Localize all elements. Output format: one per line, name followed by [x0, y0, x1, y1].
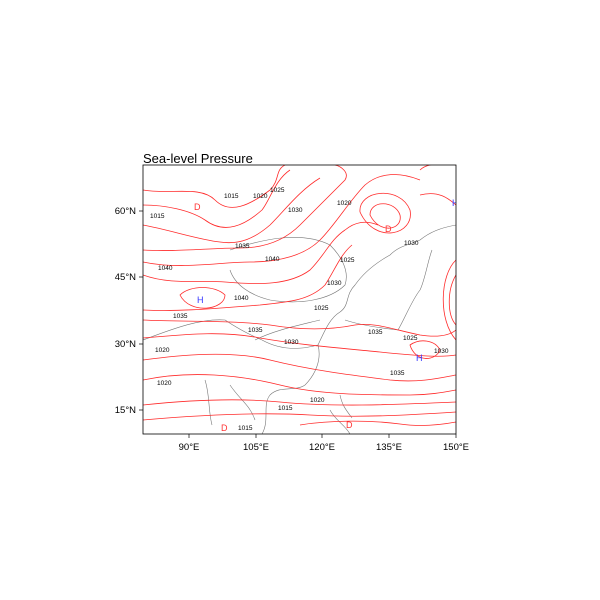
x-tick-label: 105°E	[243, 442, 269, 453]
contour-label: 1030	[284, 339, 299, 346]
y-tick-label: 45°N	[115, 272, 136, 283]
contour-label: 1030	[404, 240, 419, 247]
contour-label: 1030	[434, 348, 449, 355]
contour-labels: 1015 1015 1020 1025 1030 1020 1035 1040 …	[150, 187, 449, 432]
contour-label: 1035	[248, 327, 263, 334]
contour-label: 1015	[238, 425, 253, 432]
contour-label: 1035	[173, 313, 188, 320]
contour-label: 1020	[310, 397, 325, 404]
pressure-centers: H H H D D D D	[194, 198, 459, 433]
high-pressure-center: H	[416, 353, 423, 363]
contour-label: 1015	[224, 193, 239, 200]
low-pressure-center: D	[346, 420, 353, 430]
contour-label: 1025	[403, 335, 418, 342]
contour-label: 1040	[234, 295, 249, 302]
coastlines	[143, 224, 456, 434]
contour-label: 1015	[278, 405, 293, 412]
high-pressure-center: H	[452, 198, 459, 208]
contour-label: 1035	[390, 370, 405, 377]
map-frame	[142, 164, 457, 435]
low-pressure-center: D	[221, 423, 228, 433]
low-pressure-center: D	[194, 202, 201, 212]
contour-label: 1030	[288, 207, 303, 214]
high-pressure-center: H	[197, 295, 204, 305]
x-tick-label: 120°E	[309, 442, 335, 453]
y-tick-label: 15°N	[115, 405, 136, 416]
contours: 1015 1015 1020 1025 1030 1020 1035 1040 …	[143, 165, 459, 434]
y-tick-label: 30°N	[115, 339, 136, 350]
x-tick-label: 90°E	[179, 442, 200, 453]
axis-ticks	[139, 210, 457, 438]
x-tick-label: 135°E	[376, 442, 402, 453]
contour-label: 1020	[337, 200, 352, 207]
contour-label: 1040	[158, 265, 173, 272]
x-tick-label: 150°E	[443, 442, 469, 453]
contour-label: 1020	[253, 193, 268, 200]
contour-label: 1035	[368, 329, 383, 336]
map-title: Sea-level Pressure	[143, 151, 253, 166]
y-tick-label: 60°N	[115, 206, 136, 217]
contour-label: 1020	[157, 380, 172, 387]
contour-label: 1025	[270, 187, 285, 194]
contour-label: 1025	[340, 257, 355, 264]
contour-label: 1025	[314, 305, 329, 312]
contour-label: 1015	[150, 213, 165, 220]
contour-label: 1020	[155, 347, 170, 354]
contour-label: 1035	[235, 243, 250, 250]
isobars	[143, 165, 456, 426]
contour-label: 1030	[327, 280, 342, 287]
contour-label: 1040	[265, 256, 280, 263]
low-pressure-center: D	[385, 224, 392, 234]
